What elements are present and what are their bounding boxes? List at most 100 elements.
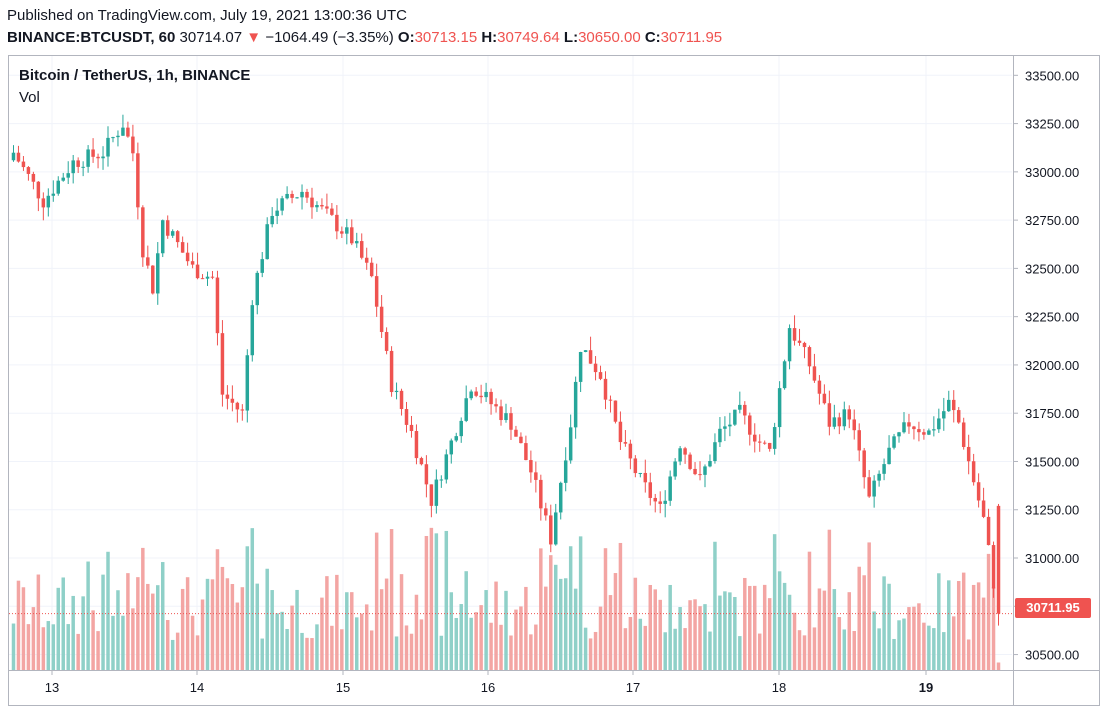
candle-body	[683, 448, 687, 455]
volume-bar	[753, 585, 757, 670]
volume-bar	[534, 624, 538, 670]
candle-body	[175, 231, 180, 243]
volume-bar	[26, 624, 31, 670]
volume-bar	[434, 533, 439, 670]
candle-body	[429, 484, 434, 506]
candle-body	[753, 434, 757, 442]
volume-bar	[573, 588, 578, 670]
candle-body	[379, 306, 384, 333]
candle-body	[877, 473, 881, 481]
candle-body	[688, 454, 692, 469]
chart-legend-title[interactable]: Bitcoin / TetherUS, 1h, BINANCE	[19, 67, 251, 84]
candle-body	[549, 515, 553, 545]
open-value: 30713.15	[414, 29, 478, 46]
candle-body	[887, 447, 891, 465]
y-tick-label: 31000.00	[1025, 551, 1079, 566]
volume-bar	[693, 599, 697, 670]
candle-body	[359, 241, 364, 258]
candle-body	[355, 241, 359, 244]
candle-body	[782, 361, 787, 389]
volume-bar	[782, 582, 787, 670]
price-axis[interactable]: 33500.00 33250.00 33000.00 32750.00 32500.00…	[1013, 68, 1079, 663]
volume-bar	[867, 542, 871, 670]
volume-bar	[996, 662, 1001, 670]
y-tick-label: 30500.00	[1025, 648, 1079, 663]
candle-body	[121, 127, 125, 136]
volume-bar	[539, 548, 543, 670]
volume-bar	[350, 592, 354, 670]
volume-bar	[792, 612, 797, 670]
volume-bar	[126, 573, 130, 670]
volume-bars	[11, 527, 1001, 670]
volume-bar	[986, 553, 991, 670]
volume-bar	[484, 590, 488, 670]
candle-body	[345, 227, 349, 234]
y-tick-label: 31500.00	[1025, 454, 1079, 469]
candle-body	[623, 442, 628, 444]
volume-bar	[663, 632, 667, 670]
volume-bar	[643, 625, 648, 670]
candle-body	[981, 500, 986, 517]
volume-bar	[787, 594, 792, 670]
candle-body	[792, 328, 797, 341]
volume-bar	[837, 617, 842, 670]
candle-body	[389, 350, 394, 393]
volume-bar	[852, 630, 856, 670]
volume-bar	[141, 547, 145, 670]
candle-body	[648, 482, 653, 498]
volume-bar	[951, 616, 956, 670]
volume-bar	[409, 633, 414, 670]
volume-bar	[907, 607, 911, 670]
volume-bar	[389, 529, 394, 670]
candle-body	[449, 440, 454, 455]
volume-bar	[549, 555, 553, 670]
candle-body	[310, 197, 314, 208]
volume-bar	[185, 577, 190, 670]
candle-body	[300, 191, 304, 198]
time-axis[interactable]: 13 14 15 16 17 18 19	[45, 670, 933, 695]
candle-body	[832, 417, 837, 427]
volume-bar	[111, 615, 115, 670]
volume-bar	[379, 589, 384, 670]
volume-bar	[937, 573, 941, 670]
volume-bar	[320, 597, 324, 670]
volume-bar	[807, 551, 812, 670]
volume-bar	[544, 586, 548, 670]
candle-body	[504, 413, 508, 421]
candle-body	[678, 448, 682, 462]
candle-body	[951, 399, 956, 411]
volume-bar	[86, 561, 90, 670]
candle-body	[897, 432, 901, 437]
volume-bar	[31, 607, 36, 670]
candle-body	[892, 436, 896, 448]
volume-bar	[504, 590, 508, 670]
volume-bar	[459, 604, 463, 670]
volume-bar	[857, 566, 861, 670]
volume-bar	[733, 597, 737, 670]
volume-bar	[568, 546, 573, 670]
candle-body	[474, 391, 478, 396]
volume-legend[interactable]: Vol	[19, 89, 40, 106]
volume-bar	[827, 529, 832, 670]
candle-body	[827, 403, 832, 427]
candle-body	[583, 350, 588, 352]
volume-bar	[394, 636, 399, 670]
volume-bar	[454, 618, 458, 670]
volume-bar	[424, 535, 429, 670]
volume-bar	[215, 549, 220, 670]
candle-body	[558, 482, 563, 513]
volume-bar	[563, 578, 568, 670]
candle-body	[693, 468, 697, 475]
candle-body	[563, 460, 568, 483]
candle-body	[643, 472, 648, 483]
candle-body	[399, 390, 404, 410]
volume-bar	[160, 562, 165, 670]
candle-body	[250, 305, 255, 356]
candle-body	[966, 446, 971, 462]
candle-body	[106, 137, 110, 157]
published-note: Published on TradingView.com, July 19, 2…	[7, 7, 407, 24]
volume-bar	[345, 592, 349, 670]
volume-bar	[588, 638, 593, 670]
candle-body	[51, 193, 56, 196]
